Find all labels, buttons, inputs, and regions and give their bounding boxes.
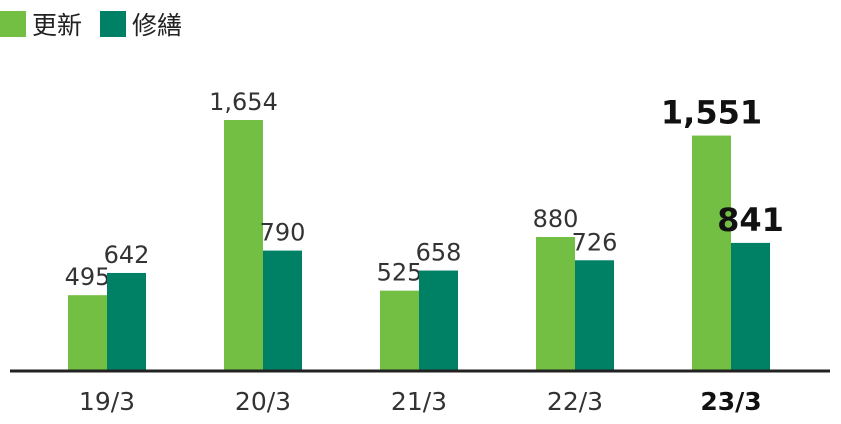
bar-repair-22-3: [575, 260, 614, 370]
value-label: 1,551: [661, 94, 762, 132]
x-tick-label: 20/3: [235, 387, 291, 416]
value-label: 1,654: [209, 88, 278, 116]
legend-label-renewal: 更新: [32, 11, 83, 40]
legend-label-repair: 修繕: [132, 11, 183, 40]
value-label: 841: [717, 201, 784, 239]
legend-swatch-repair: [100, 11, 127, 37]
bar-repair-19-3: [107, 272, 146, 370]
x-tick-label: 22/3: [547, 387, 603, 416]
bar-renewal-22-3: [536, 236, 575, 370]
value-label: 642: [104, 241, 150, 269]
bar-repair-20-3: [263, 250, 302, 370]
legend: 更新 修繕: [0, 6, 200, 42]
value-label: 790: [260, 219, 306, 247]
bar-renewal-19-3: [68, 295, 107, 370]
x-tick-label: 21/3: [391, 387, 447, 416]
value-label: 658: [416, 239, 462, 267]
x-tick-label: 23/3: [700, 387, 761, 416]
bar-renewal-21-3: [380, 290, 419, 370]
bar-repair-21-3: [419, 270, 458, 370]
legend-swatch-renewal: [0, 11, 26, 37]
bar-renewal-20-3: [224, 120, 263, 370]
value-label: 495: [65, 263, 111, 291]
value-label: 525: [377, 259, 423, 287]
value-label: 726: [572, 228, 618, 256]
bar-repair-23-3: [731, 242, 770, 370]
legend-item-repair: 修繕: [100, 6, 182, 42]
x-tick-label: 19/3: [79, 387, 135, 416]
value-label: 880: [533, 205, 579, 233]
legend-item-renewal: 更新: [0, 6, 82, 42]
bar-renewal-23-3: [692, 135, 731, 370]
